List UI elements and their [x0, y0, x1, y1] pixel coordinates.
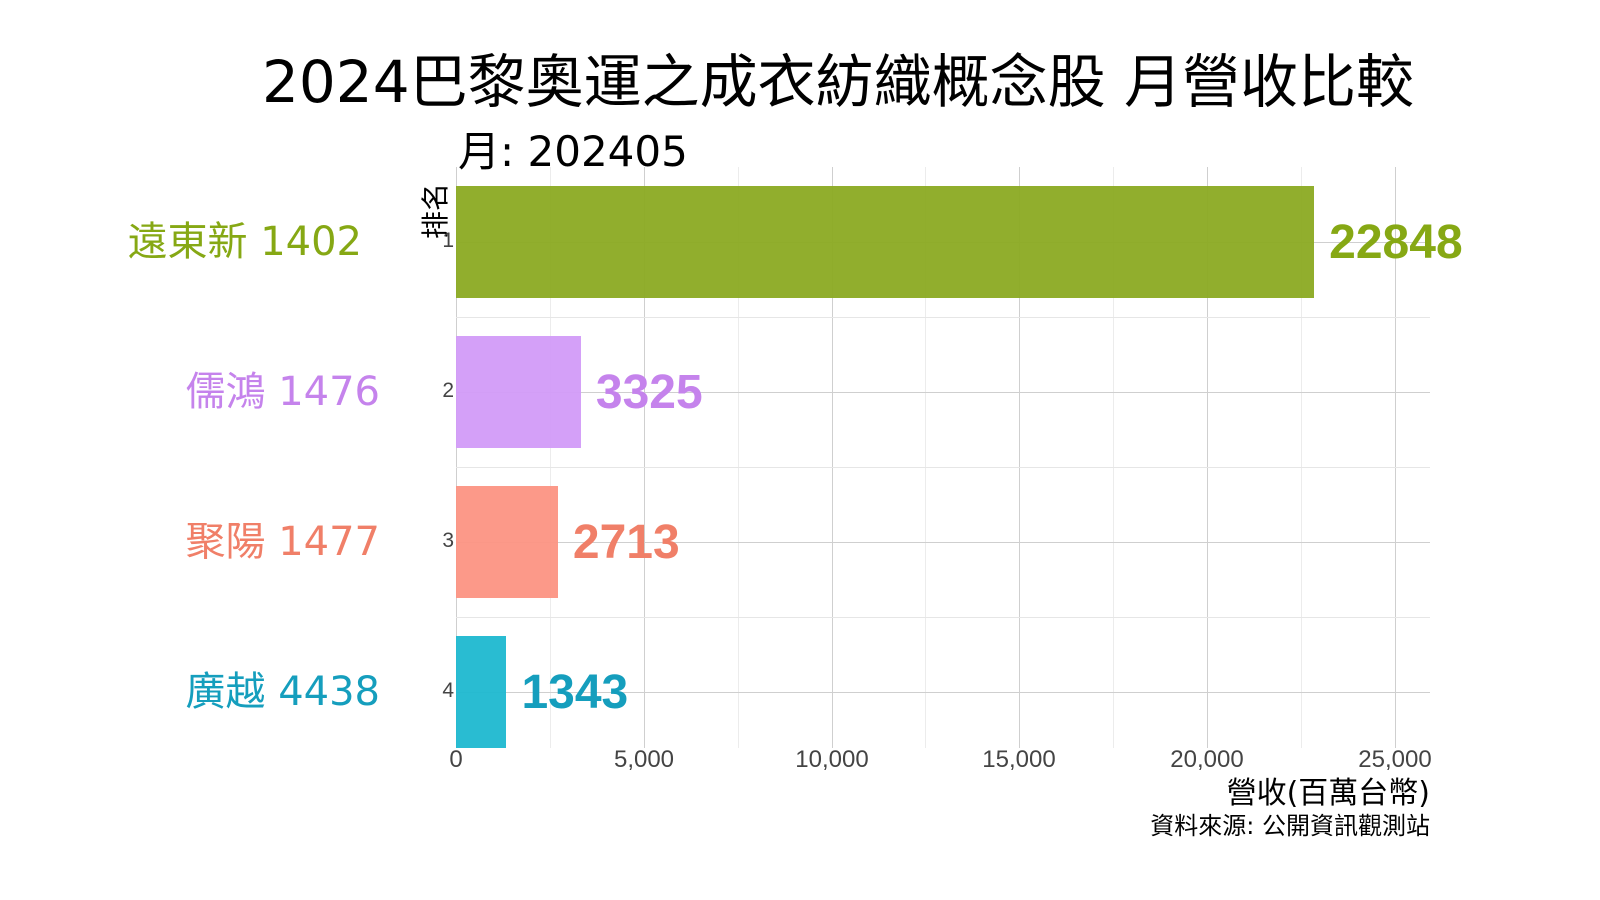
gridline-rank-4	[456, 692, 1430, 693]
rank-tick-2: 2	[442, 379, 454, 402]
gridline-x-22500	[1301, 167, 1302, 748]
company-label-rank-2: 儒鴻 1476	[185, 369, 380, 415]
rank-tick-3: 3	[442, 529, 454, 552]
bar-value-rank-4: 1343	[521, 666, 629, 719]
chart-subtitle-month: 月: 202405	[458, 127, 688, 176]
gridline-x-20000	[1207, 167, 1208, 748]
company-label-rank-4: 廣越 4438	[185, 669, 380, 715]
gridline-between-1-2	[456, 317, 1430, 318]
gridline-x-17500	[1113, 167, 1114, 748]
gridline-x-15000	[1019, 167, 1020, 748]
gridline-x-7500	[738, 167, 739, 748]
plot-area	[456, 167, 1430, 748]
bar-rank-3	[456, 486, 558, 598]
gridline-x-0	[456, 167, 457, 748]
x-tick-15000: 15,000	[982, 746, 1056, 773]
data-source-note: 資料來源: 公開資訊觀測站	[1150, 812, 1430, 840]
rank-tick-4: 4	[442, 679, 454, 702]
bar-rank-4	[456, 636, 507, 748]
x-tick-20000: 20,000	[1170, 746, 1244, 773]
bar-value-rank-1: 22848	[1329, 216, 1463, 269]
company-label-rank-3: 聚陽 1477	[185, 519, 380, 565]
x-tick-10000: 10,000	[795, 746, 869, 773]
bar-value-rank-2: 3325	[595, 366, 703, 419]
bar-value-rank-3: 2713	[572, 516, 680, 569]
gridline-rank-2	[456, 392, 1430, 393]
gridline-between-2-3	[456, 467, 1430, 468]
bar-rank-1	[456, 186, 1315, 298]
gridline-x-10000	[832, 167, 833, 748]
x-tick-0: 0	[449, 746, 463, 773]
x-tick-25000: 25,000	[1358, 746, 1432, 773]
gridline-x-25000	[1395, 167, 1396, 748]
gridline-between-3-4	[456, 617, 1430, 618]
bar-rank-2	[456, 336, 581, 448]
x-tick-5000: 5,000	[613, 746, 675, 773]
x-axis-title: 營收(百萬台幣)	[1226, 776, 1430, 811]
gridline-x-5000	[644, 167, 645, 748]
gridline-x-2500	[550, 167, 551, 748]
gridline-x-12500	[925, 167, 926, 748]
gridline-rank-3	[456, 542, 1430, 543]
rank-tick-1: 1	[442, 229, 454, 252]
chart-title: 2024巴黎奧運之成衣紡織概念股 月營收比較	[262, 48, 1415, 116]
company-label-rank-1: 遠東新 1402	[127, 219, 362, 265]
